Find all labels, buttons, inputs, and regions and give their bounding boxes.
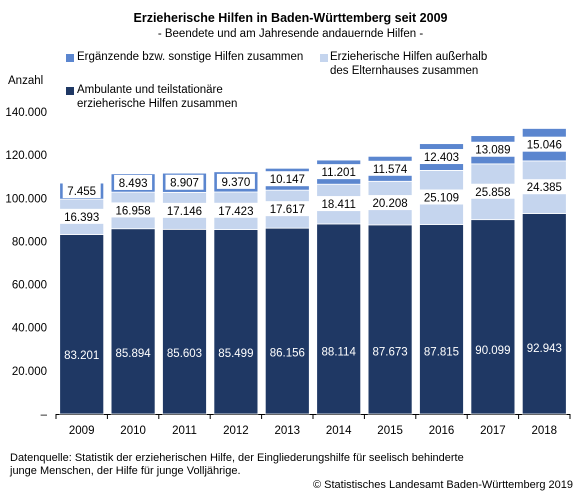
data-label: 11.201	[322, 167, 356, 179]
data-label: 87.673	[373, 347, 408, 359]
legend-label-ausserhalb-line1: Erzieherische Hilfen außerhalb	[330, 51, 488, 63]
legend-label-ambulant: Ambulante und teilstationäre erzieherisc…	[77, 83, 237, 111]
y-tick-label: 60.000	[12, 280, 47, 292]
data-label: 16.958	[116, 205, 151, 217]
data-label: 90.099	[475, 345, 510, 357]
data-label: 86.156	[270, 348, 305, 360]
data-label: 88.114	[322, 346, 357, 358]
data-label-bg	[522, 179, 567, 195]
data-label-bg	[522, 136, 567, 152]
y-tick-label: 80.000	[12, 236, 47, 248]
legend-swatch-sonstige	[66, 54, 74, 62]
data-label: 83.201	[64, 350, 99, 362]
legend-swatch-ausserhalb	[320, 54, 328, 62]
data-label-bg	[367, 195, 413, 211]
data-label: 92.943	[527, 343, 562, 355]
data-label-bg	[110, 202, 156, 218]
data-label: 17.146	[167, 206, 202, 218]
data-label: 8.493	[119, 178, 148, 190]
data-label: 17.423	[218, 206, 253, 218]
bar-segment	[162, 228, 207, 415]
data-label: 9.370	[222, 177, 251, 189]
data-label: 24.385	[527, 182, 562, 194]
source-note: Datenquelle: Statistik der erzieherische…	[10, 452, 550, 478]
bar-segment	[110, 228, 156, 415]
data-label: 85.894	[116, 348, 152, 360]
x-tick-label: 2009	[69, 425, 95, 437]
y-tick-label: 20.000	[12, 366, 47, 378]
legend-label-ambulant-line2: erzieherische Hilfen zusammen	[77, 98, 238, 110]
data-label: 15.046	[527, 140, 562, 152]
bar-segment	[367, 224, 413, 415]
x-tick-label: 2015	[377, 425, 403, 437]
data-label: 13.089	[475, 145, 510, 157]
data-label-bg	[265, 171, 310, 187]
data-label-bg	[216, 173, 255, 189]
legend-label-ausserhalb: Erzieherische Hilfen außerhalb des Elter…	[330, 50, 487, 78]
y-axis-label: Anzahl	[8, 75, 44, 87]
data-label-bg	[162, 202, 207, 218]
x-tick-label: 2013	[275, 425, 301, 437]
data-label-bg	[419, 189, 464, 205]
bar-segment	[521, 213, 567, 415]
legend-swatch-ambulant	[66, 87, 74, 95]
bar-segment	[264, 227, 310, 415]
data-label: 85.499	[218, 348, 253, 360]
x-tick-label: 2018	[532, 425, 558, 437]
y-tick-label: 40.000	[12, 323, 47, 335]
y-tick-label: 120.000	[5, 150, 47, 162]
data-label-bg	[114, 174, 153, 190]
data-label: 7.455	[67, 186, 96, 198]
data-label-bg	[265, 201, 310, 217]
data-label: 12.403	[424, 152, 459, 164]
legend-label-ambulant-line1: Ambulante und teilstationäre	[77, 84, 223, 96]
bar-segment	[419, 224, 464, 415]
source-note-line1: Datenquelle: Statistik der erzieherische…	[10, 452, 464, 464]
x-tick-label: 2012	[223, 425, 249, 437]
bar-segment	[213, 229, 259, 415]
x-tick-label: 2016	[429, 425, 455, 437]
y-tick-label: 140.000	[5, 107, 47, 119]
x-tick-label: 2014	[326, 425, 352, 437]
data-label: 25.109	[424, 192, 459, 204]
chart-subtitle: - Beendete und am Jahresende andauernde …	[157, 28, 424, 40]
y-tick-label: 100.000	[5, 193, 47, 205]
data-label-bg	[316, 164, 361, 180]
x-tick-label: 2017	[480, 425, 506, 437]
x-tick-label: 2011	[172, 425, 197, 437]
legend-label-sonstige-line1: Ergänzende bzw. sonstige Hilfen zusammen	[77, 51, 304, 63]
data-label-bg	[419, 149, 464, 165]
copyright: © Statistisches Landesamt Baden-Württemb…	[312, 479, 573, 491]
data-label: 10.147	[270, 174, 305, 186]
data-label: 25.858	[475, 187, 510, 199]
y-tick-label: –	[41, 409, 48, 421]
data-label: 18.411	[322, 199, 356, 211]
legend-label-sonstige: Ergänzende bzw. sonstige Hilfen zusammen	[77, 50, 303, 64]
data-label: 11.574	[373, 164, 408, 176]
bar-segment	[316, 223, 362, 415]
bar-segment	[59, 234, 105, 415]
x-tick-label: 2010	[120, 425, 146, 437]
data-label-bg	[367, 160, 413, 176]
data-label: 85.603	[167, 348, 202, 360]
data-label-bg	[470, 141, 516, 157]
data-label-bg	[59, 208, 104, 224]
data-label-bg	[62, 183, 101, 199]
data-label-bg	[165, 174, 204, 190]
data-label-bg	[213, 202, 259, 218]
data-label: 87.815	[424, 346, 459, 358]
data-label: 17.617	[270, 204, 305, 216]
data-label: 20.208	[373, 198, 408, 210]
legend-label-ausserhalb-line2: des Elternhauses zusammen	[330, 65, 479, 77]
data-label-bg	[316, 196, 361, 212]
bar-segment	[470, 219, 516, 415]
data-label: 8.907	[170, 178, 199, 190]
data-label-bg	[470, 183, 516, 199]
chart-title: Erzieherische Hilfen in Baden-Württember…	[133, 11, 448, 25]
data-label: 16.393	[64, 212, 99, 224]
source-note-line2: junge Menschen, der Hilfe für junge Voll…	[10, 465, 241, 477]
